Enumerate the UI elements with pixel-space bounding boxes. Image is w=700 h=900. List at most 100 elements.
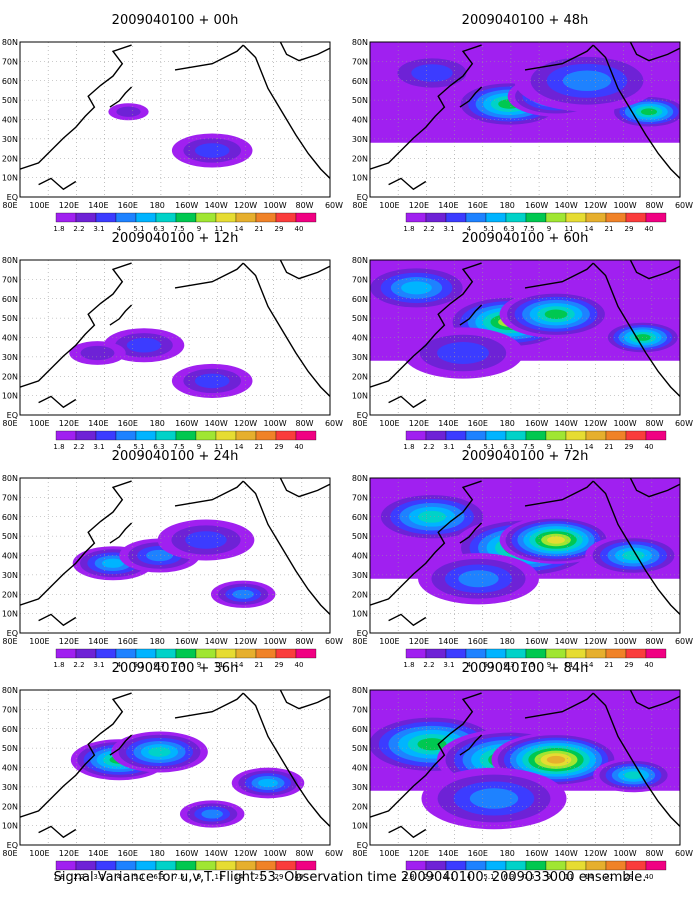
coastline xyxy=(459,304,483,326)
colorbar-label: 21 xyxy=(255,661,264,669)
colorbar-swatch xyxy=(505,430,527,441)
x-tick-label: 140E xyxy=(88,849,108,858)
coastline xyxy=(174,262,244,289)
coastline xyxy=(629,260,680,280)
panel-title: 2009040100 + 12h xyxy=(112,231,239,246)
x-tick-label: 120W xyxy=(584,637,607,646)
colorbar-swatch xyxy=(155,212,177,223)
panel-title: 2009040100 + 84h xyxy=(462,661,589,676)
colorbar-swatch xyxy=(445,648,467,659)
colorbar-label: 29 xyxy=(625,225,634,233)
x-tick-label: 140E xyxy=(438,419,458,428)
variance-contour xyxy=(418,510,446,523)
coastline xyxy=(459,734,483,756)
x-tick-label: 60W xyxy=(325,419,343,428)
x-tick-label: 140E xyxy=(88,419,108,428)
x-tick-label: 160E xyxy=(468,849,488,858)
x-tick-label: 160E xyxy=(118,637,138,646)
x-tick-label: 180 xyxy=(500,201,515,210)
colorbar-label: 21 xyxy=(255,873,264,881)
coastline xyxy=(20,480,132,606)
y-tick-label: 40N xyxy=(2,552,18,561)
colorbar-label: 11 xyxy=(565,661,574,669)
colorbar-label: 6.3 xyxy=(153,443,164,451)
x-tick-label: 60W xyxy=(675,201,693,210)
variance-contour xyxy=(547,536,565,544)
colorbar-swatch xyxy=(525,430,547,441)
map-frame xyxy=(19,41,331,198)
variance-contour xyxy=(258,778,278,788)
colorbar-swatch xyxy=(625,430,647,441)
colorbar-swatch xyxy=(545,212,567,223)
x-tick-label: 160W xyxy=(525,419,548,428)
x-tick-label: 120E xyxy=(59,201,79,210)
x-tick-label: 100E xyxy=(29,419,49,428)
colorbar-swatch xyxy=(605,648,627,659)
x-tick-label: 180 xyxy=(150,201,165,210)
colorbar-label: 5.1 xyxy=(483,661,494,669)
coastline xyxy=(592,262,680,397)
colorbar-swatch xyxy=(275,860,297,871)
colorbar-swatch xyxy=(425,430,447,441)
colorbar-swatch xyxy=(585,648,607,659)
coastline xyxy=(629,478,680,498)
colorbar-label: 1.8 xyxy=(53,873,64,881)
colorbar-label: 14 xyxy=(585,225,594,233)
x-tick-label: 160W xyxy=(175,637,198,646)
colorbar-swatch xyxy=(295,860,317,871)
x-tick-label: 160W xyxy=(175,849,198,858)
y-tick-label: 10N xyxy=(2,822,18,831)
x-tick-label: 140E xyxy=(438,849,458,858)
x-tick-label: 80E xyxy=(352,201,367,210)
variance-contour xyxy=(148,747,171,757)
y-tick-label: 40N xyxy=(352,552,368,561)
colorbar-swatch xyxy=(215,648,237,659)
colorbar-label: 5.1 xyxy=(133,873,144,881)
x-tick-label: 160W xyxy=(175,419,198,428)
colorbar-swatch xyxy=(135,430,157,441)
colorbar-label: 40 xyxy=(645,873,654,881)
colorbar-label: 6.3 xyxy=(153,225,164,233)
x-tick-label: 80W xyxy=(645,637,663,646)
y-tick-label: 30N xyxy=(2,571,18,580)
colorbar-swatch xyxy=(235,212,257,223)
y-tick-label: 50N xyxy=(2,744,18,753)
map-frame xyxy=(19,259,331,416)
panel-title: 2009040100 + 60h xyxy=(462,231,589,246)
colorbar-label: 2.2 xyxy=(423,873,434,881)
colorbar-swatch xyxy=(155,648,177,659)
colorbar-swatch xyxy=(505,860,527,871)
y-tick-label: 20N xyxy=(352,372,368,381)
colorbar-swatch xyxy=(115,212,137,223)
colorbar-label: 4 xyxy=(467,225,472,233)
x-tick-label: 80W xyxy=(645,201,663,210)
colorbar-swatch xyxy=(405,430,427,441)
colorbar-label: 6.3 xyxy=(503,661,514,669)
x-tick-label: 140W xyxy=(555,201,578,210)
map-frame xyxy=(369,477,681,634)
colorbar-swatch xyxy=(95,430,117,441)
x-tick-label: 100E xyxy=(29,201,49,210)
y-tick-label: 80N xyxy=(2,686,18,695)
x-tick-label: 120E xyxy=(409,201,429,210)
x-tick-label: 80E xyxy=(2,849,17,858)
colorbar-label: 2.2 xyxy=(423,225,434,233)
y-tick-label: 70N xyxy=(352,705,368,714)
colorbar-label: 2.2 xyxy=(423,661,434,669)
y-tick-label: 40N xyxy=(2,764,18,773)
y-tick-label: 20N xyxy=(352,154,368,163)
x-tick-label: 180 xyxy=(150,419,165,428)
x-tick-label: 120E xyxy=(59,419,79,428)
x-tick-label: 60W xyxy=(675,849,693,858)
colorbar-label: 5.1 xyxy=(483,225,494,233)
colorbar-swatch xyxy=(295,648,317,659)
coastline xyxy=(242,262,330,397)
map-panel: 2009040100 + 72h 80E 100E 120E 140E 160E 180 16… xyxy=(352,449,693,669)
colorbar-swatch xyxy=(115,860,137,871)
x-tick-label: 100E xyxy=(29,849,49,858)
colorbar-swatch xyxy=(545,648,567,659)
colorbar-label: 11 xyxy=(565,225,574,233)
colorbar-label: 1.8 xyxy=(403,661,414,669)
y-tick-label: 50N xyxy=(352,96,368,105)
colorbar-swatch xyxy=(445,212,467,223)
